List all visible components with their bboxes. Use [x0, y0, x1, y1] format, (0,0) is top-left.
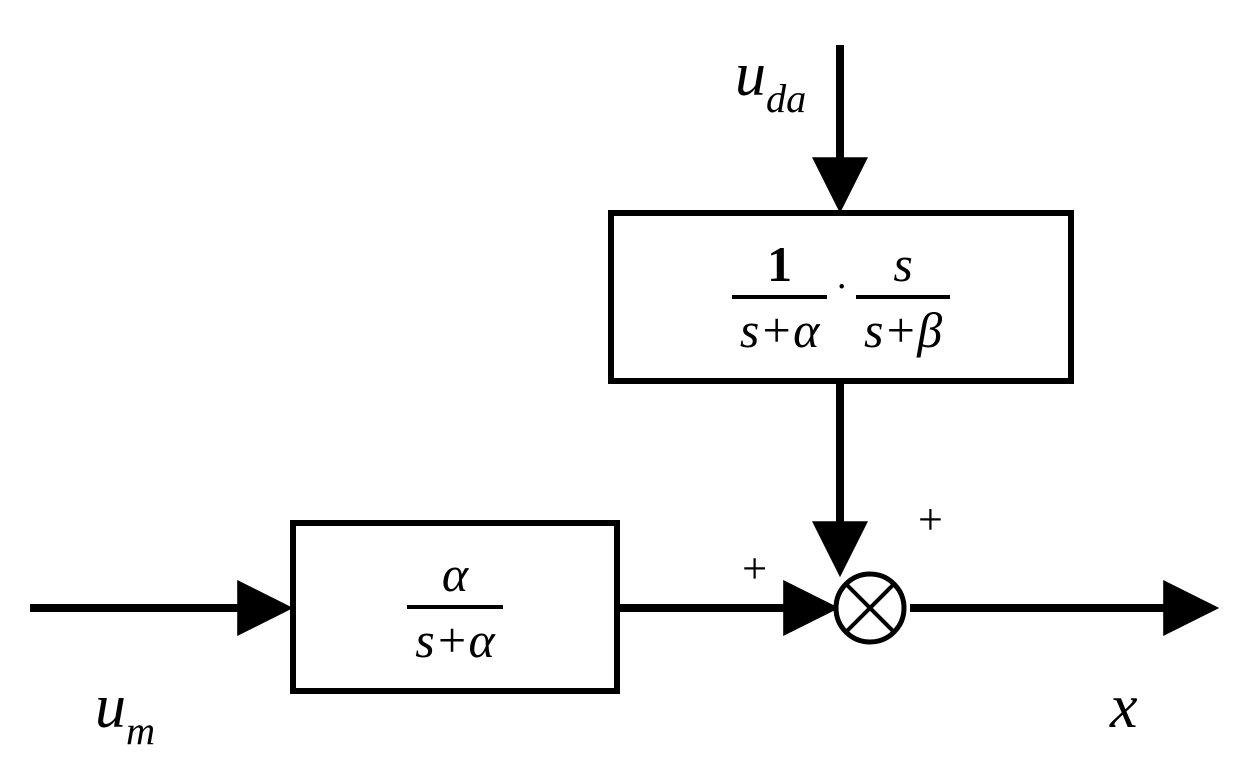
output-symbol: x	[1110, 673, 1138, 741]
sum-sign-top-symbol: +	[918, 495, 943, 544]
sum-sign-top: +	[918, 494, 943, 545]
top-transfer-block: 1 s+α · s s+β	[608, 210, 1074, 384]
top-block-dot: ·	[835, 268, 848, 306]
sum-circle	[836, 574, 904, 642]
left-frac-den: s+α	[407, 611, 502, 669]
top-block-content: 1 s+α · s s+β	[732, 235, 950, 359]
sum-cross-2	[846, 584, 894, 632]
input-left-symbol: u	[95, 673, 126, 741]
output-label: x	[1110, 672, 1138, 743]
sum-cross-1	[846, 584, 894, 632]
top-frac-1-den: s+α	[732, 301, 827, 359]
left-block-content: α s+α	[407, 545, 502, 669]
top-frac-2-num: s	[885, 235, 920, 293]
left-transfer-block: α s+α	[290, 520, 620, 694]
input-top-label: uda	[735, 40, 806, 118]
top-frac-2-bar	[856, 295, 950, 299]
sum-sign-left-symbol: +	[730, 556, 779, 581]
left-frac: α s+α	[407, 545, 502, 669]
left-frac-num: α	[434, 545, 476, 603]
input-top-symbol: u	[735, 41, 766, 109]
input-left-label: um	[95, 672, 155, 750]
input-top-subscript: da	[766, 76, 806, 121]
top-frac-1-bar	[732, 295, 827, 299]
input-left-subscript: m	[126, 708, 155, 753]
top-frac-1-num: 1	[759, 235, 800, 293]
top-frac-2-den: s+β	[856, 301, 950, 359]
top-frac-1: 1 s+α	[732, 235, 827, 359]
top-frac-2: s s+β	[856, 235, 950, 359]
sum-sign-left: +	[729, 556, 780, 581]
left-frac-bar	[407, 605, 502, 609]
block-diagram-canvas: uda um x 1 s+α · s s+β α	[0, 0, 1240, 763]
